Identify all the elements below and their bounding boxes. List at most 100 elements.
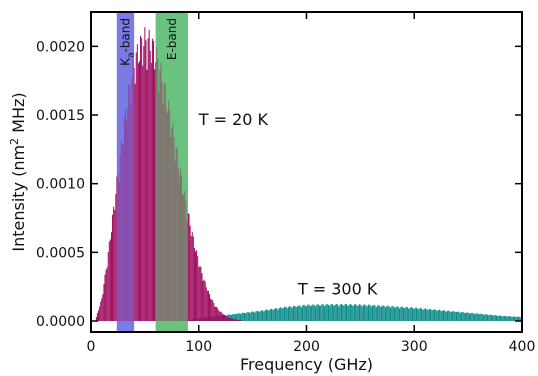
- series-t20-bar: [137, 63, 139, 322]
- series-t300-bar: [467, 312, 469, 322]
- series-t300-bar: [291, 307, 293, 322]
- series-t20-bar: [228, 317, 230, 322]
- series-t20-bar: [152, 40, 154, 322]
- series-t300-bar: [501, 316, 503, 322]
- series-t300-bar: [505, 315, 507, 322]
- series-t20-bar: [134, 83, 136, 322]
- series-t300-bar: [314, 306, 317, 322]
- series-t20-bar: [221, 313, 223, 322]
- series-t300-bar: [452, 311, 454, 322]
- series-t20-bar: [192, 236, 194, 322]
- axis-labels: Frequency (GHz) Intensity (nm2 MHz): [8, 92, 373, 374]
- series-t300-bar: [489, 314, 491, 322]
- series-t300-bar: [238, 313, 240, 322]
- series-t300-bar: [365, 305, 367, 322]
- series-t300-bar: [492, 315, 494, 322]
- series-t300-bar: [415, 307, 417, 322]
- series-t20-bar: [207, 290, 209, 322]
- series-t300-bar: [312, 304, 314, 322]
- series-t300-bar: [512, 316, 514, 322]
- series-t300-bar: [292, 306, 295, 322]
- series-t20-bar: [100, 301, 102, 322]
- series-t300-bar: [325, 304, 327, 322]
- series-t300-bar: [503, 315, 505, 322]
- y-tick-label: 0.0015: [36, 108, 85, 124]
- series-t300-bar: [481, 313, 483, 322]
- series-t300-bar: [289, 306, 291, 322]
- series-t300-bar: [414, 307, 416, 322]
- series-t20-bar: [232, 318, 234, 322]
- series-t300-bar: [424, 308, 427, 322]
- series-t300-bar: [426, 309, 428, 322]
- x-tick-label: 100: [185, 339, 212, 355]
- series-t300-bar: [477, 314, 480, 322]
- series-t300-bar: [406, 307, 408, 322]
- series-t300-bar: [464, 313, 467, 322]
- series-t300-bar: [499, 315, 502, 322]
- series-t300-bar: [514, 316, 516, 322]
- series-t300-bar: [267, 310, 269, 322]
- series-t300-bar: [326, 303, 328, 322]
- series-t20-bar: [225, 315, 227, 322]
- series-t300-bar: [316, 304, 318, 322]
- series-t300-bar: [495, 315, 498, 322]
- series-t20-bar: [206, 290, 208, 322]
- series-t20-bar: [199, 266, 201, 322]
- series-t20-bar: [211, 299, 213, 322]
- series-t20-bar: [115, 194, 117, 322]
- series-t20-bar: [213, 303, 215, 322]
- series-t300-bar: [367, 304, 370, 322]
- series-t20-bar: [203, 279, 205, 322]
- series-t300-bar: [304, 305, 306, 322]
- series-t300-bar: [256, 310, 258, 322]
- series-t300-bar: [383, 305, 385, 322]
- series-t300-bar: [318, 305, 321, 322]
- series-t300-bar: [417, 308, 419, 322]
- series-t300-bar: [327, 304, 330, 322]
- series-t300-bar: [311, 305, 313, 322]
- series-t300-bar: [455, 312, 458, 322]
- series-t20-bar: [205, 287, 207, 322]
- series-t300-bar: [321, 304, 323, 322]
- series-t300-bar: [444, 310, 446, 322]
- series-t300-bar: [476, 313, 478, 322]
- series-t300-bar: [432, 309, 434, 322]
- series-t300-bar: [343, 305, 345, 322]
- series-t300-bar: [255, 311, 257, 322]
- series-t300-bar: [422, 309, 424, 322]
- series-t20-bar: [220, 312, 222, 322]
- series-t300-bar: [448, 310, 450, 322]
- series-t300-bar: [427, 309, 429, 322]
- series-t20-bar: [196, 250, 198, 322]
- series-t300-bar: [484, 314, 486, 322]
- series-t300-bar: [336, 304, 339, 322]
- series-t300-bar: [309, 306, 311, 322]
- series-t300-bar: [233, 313, 235, 322]
- series-t20-bar: [224, 314, 226, 322]
- series-t300-bar: [373, 304, 375, 322]
- series-t300-bar: [486, 314, 489, 322]
- series-t300-bar: [271, 308, 273, 322]
- series-t300-bar: [428, 308, 430, 322]
- series-t300-bar: [370, 306, 372, 322]
- series-t300-bar: [461, 312, 463, 322]
- series-t300-bar: [285, 306, 287, 322]
- series-t20-bar: [238, 320, 240, 322]
- series-t300-bar: [232, 314, 234, 322]
- series-t300-bar: [261, 310, 264, 322]
- series-t300-bar: [436, 311, 438, 322]
- series-t300-bar: [462, 311, 464, 322]
- series-t300-bar: [302, 305, 304, 322]
- series-t300-bar: [386, 306, 388, 322]
- series-t300-bar: [294, 305, 296, 322]
- series-t300-bar: [374, 305, 376, 322]
- series-t300-bar: [251, 311, 253, 322]
- series-t300-bar: [442, 310, 445, 322]
- series-t20-bar: [150, 62, 152, 322]
- band-overlay-0: [116, 12, 135, 332]
- series-t300-bar: [375, 307, 377, 322]
- series-t300-bar: [283, 306, 286, 322]
- series-t300-bar: [317, 304, 319, 322]
- series-t300-bar: [441, 310, 443, 322]
- series-t300-bar: [357, 305, 359, 322]
